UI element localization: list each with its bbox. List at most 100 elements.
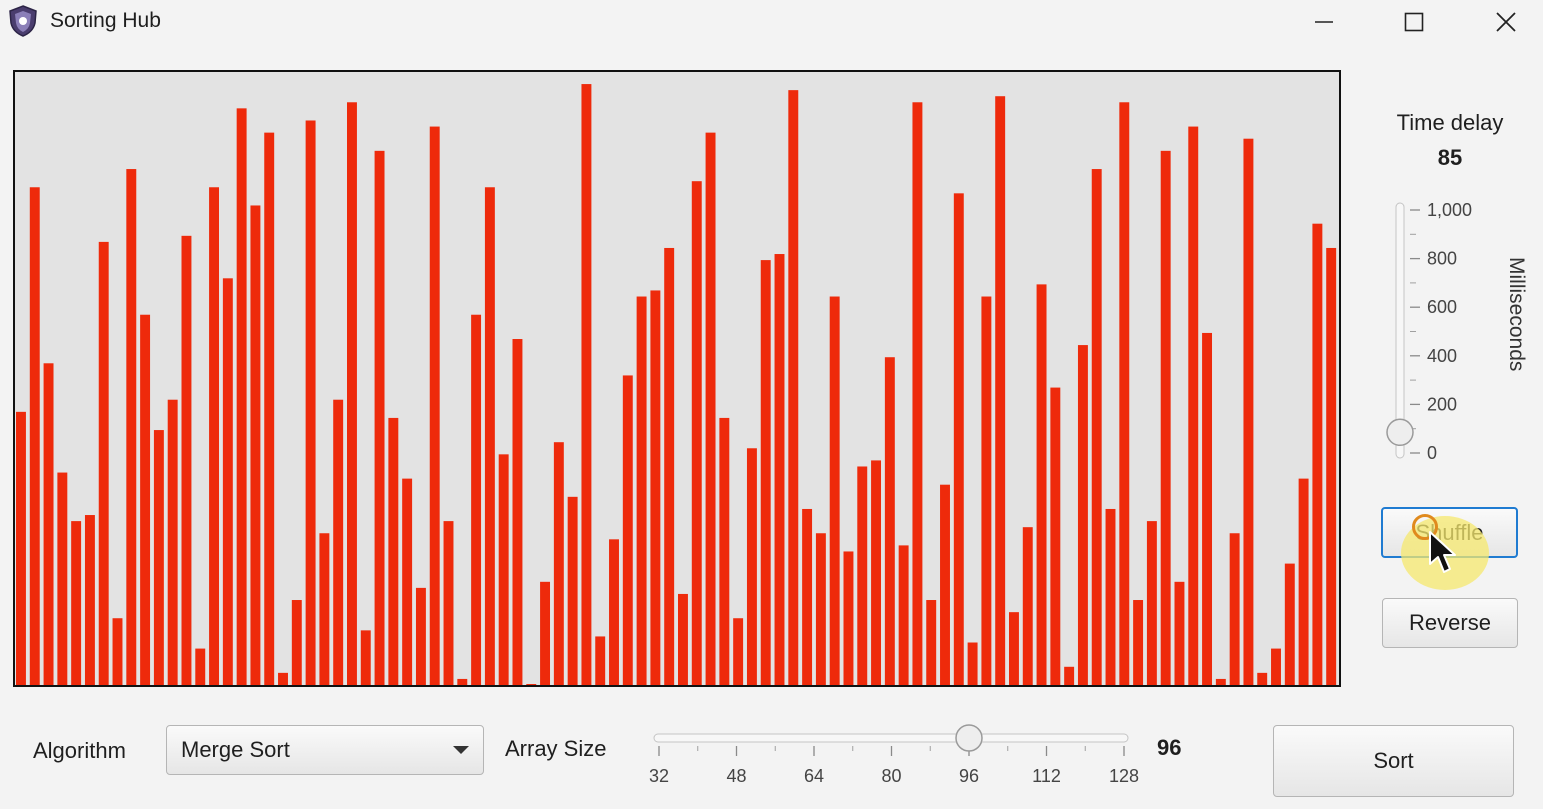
- array-bar: [153, 430, 164, 685]
- slider-tick-label: 112: [1032, 766, 1061, 786]
- array-bar: [29, 187, 40, 685]
- slider-track: [653, 733, 1129, 743]
- array-bar: [388, 417, 399, 685]
- array-bar: [719, 417, 730, 685]
- array-bar: [402, 478, 413, 685]
- close-button[interactable]: [1483, 0, 1529, 44]
- algorithm-select[interactable]: Merge Sort: [166, 725, 484, 775]
- array-bar: [140, 314, 151, 685]
- array-bar: [236, 108, 247, 685]
- slider-tick-label: 600: [1427, 297, 1457, 317]
- slider-tick-label: 128: [1108, 766, 1140, 786]
- algorithm-label: Algorithm: [33, 738, 126, 763]
- array-bar: [953, 193, 964, 685]
- slider-tick-label: 200: [1427, 394, 1457, 414]
- array-size-slider[interactable]: [640, 718, 1150, 798]
- array-bar: [278, 672, 288, 685]
- slider-tick-label: 0: [1427, 443, 1437, 463]
- maximize-button[interactable]: [1391, 0, 1437, 44]
- array-bar: [926, 600, 937, 685]
- array-bar: [1105, 508, 1116, 685]
- array-bar: [967, 642, 978, 685]
- array-bar: [664, 247, 675, 685]
- array-bar: [71, 521, 82, 685]
- algorithm-selected-value: Merge Sort: [181, 737, 290, 762]
- title-bar: Sorting Hub: [0, 0, 1543, 44]
- array-bar: [553, 442, 564, 685]
- array-bar: [16, 411, 26, 685]
- array-bar: [1243, 138, 1254, 685]
- array-bar: [250, 205, 261, 685]
- close-icon: [1496, 12, 1516, 32]
- array-bar: [884, 357, 895, 685]
- array-bar: [57, 472, 68, 685]
- array-bar: [981, 296, 992, 685]
- array-bar: [898, 545, 909, 685]
- array-bar: [650, 290, 661, 685]
- slider-tick-label: 800: [1427, 249, 1457, 269]
- array-bar: [457, 678, 468, 685]
- chevron-down-icon: [453, 746, 469, 754]
- array-bar: [319, 533, 330, 685]
- reverse-button[interactable]: Reverse: [1382, 598, 1518, 648]
- array-bar: [291, 600, 302, 685]
- array-bar: [940, 484, 950, 685]
- array-bar: [167, 399, 178, 685]
- minimize-button[interactable]: [1301, 0, 1347, 44]
- array-bar: [1312, 223, 1323, 685]
- array-bar: [374, 150, 385, 685]
- mouse-cursor-icon: [1429, 531, 1456, 573]
- array-bar: [691, 181, 702, 685]
- array-bar: [871, 460, 882, 685]
- slider-tick-label: 64: [803, 766, 825, 786]
- slider-ticks: [658, 746, 1125, 756]
- array-bar: [181, 235, 192, 685]
- array-bar: [98, 241, 109, 685]
- array-bar: [733, 618, 744, 685]
- sort-button[interactable]: Sort: [1273, 725, 1514, 797]
- array-bar: [1271, 648, 1281, 685]
- array-bar: [498, 454, 509, 685]
- array-bar: [636, 296, 647, 685]
- maximize-icon: [1404, 12, 1424, 32]
- array-bar: [43, 363, 54, 685]
- array-bar: [1022, 527, 1033, 685]
- array-bar: [609, 539, 619, 685]
- array-bar: [595, 636, 606, 685]
- slider-tick-label: 48: [726, 766, 747, 786]
- array-bar: [678, 593, 688, 685]
- slider-tick-label: 80: [881, 766, 902, 786]
- slider-tick-label: 400: [1427, 346, 1457, 366]
- array-bar: [443, 521, 454, 685]
- array-bar: [471, 314, 482, 685]
- array-bar: [1257, 672, 1268, 685]
- slider-thumb[interactable]: [1386, 418, 1414, 447]
- slider-tick-label: 1,000: [1427, 200, 1472, 220]
- slider-thumb[interactable]: [955, 724, 983, 752]
- slider-tick-label: 32: [648, 766, 670, 786]
- array-bar: [1119, 102, 1130, 685]
- array-bar: [1174, 581, 1185, 685]
- click-ring: [1412, 514, 1438, 540]
- array-bar: [1284, 563, 1295, 685]
- array-bar: [360, 630, 371, 685]
- array-bar: [746, 448, 757, 685]
- array-bar: [1009, 612, 1019, 685]
- sorting-canvas: [13, 70, 1341, 687]
- slider-tick-label: 96: [958, 766, 980, 786]
- array-bar: [788, 90, 799, 685]
- array-size-value: 96: [1157, 735, 1182, 760]
- array-bar: [195, 648, 206, 685]
- array-bar: [829, 296, 840, 685]
- time-delay-slider[interactable]: 1,000 800 600 400 200 0 Milliseconds: [1380, 195, 1530, 475]
- array-bar: [1160, 150, 1171, 685]
- array-bar: [815, 533, 826, 685]
- array-bar: [1050, 387, 1061, 685]
- array-bar: [512, 339, 523, 685]
- array-bar: [1077, 345, 1088, 685]
- array-bar: [264, 132, 275, 685]
- array-bar: [857, 466, 868, 685]
- array-bar: [1146, 521, 1157, 685]
- array-bar: [774, 254, 785, 685]
- array-bar: [843, 551, 854, 685]
